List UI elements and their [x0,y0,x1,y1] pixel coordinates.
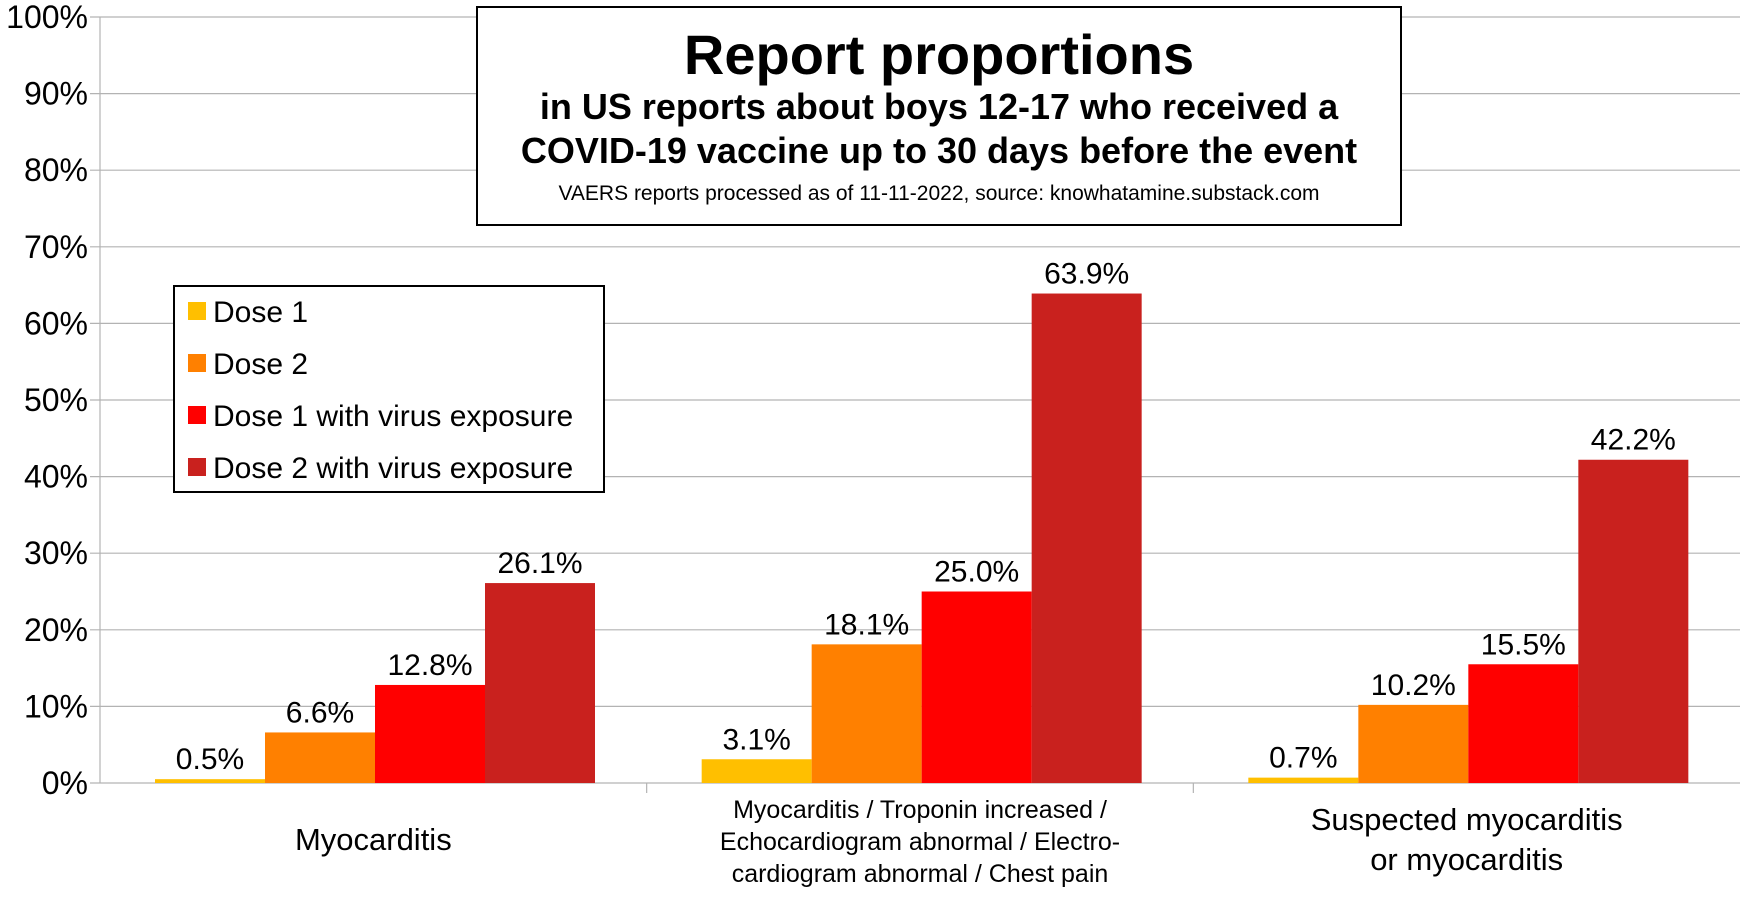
category-label: or myocarditis [1370,842,1563,877]
y-tick-label: 100% [6,0,88,35]
category-label: Myocarditis / Troponin increased / [733,796,1107,824]
y-tick-label: 80% [24,152,88,188]
y-tick-label: 0% [42,765,88,801]
y-tick-label: 90% [24,76,88,112]
y-axis: 0% 10% 20% 30% 40% 50% 60% 70% 80% 90% 100% [6,0,1194,801]
data-label: 12.8% [387,649,472,682]
data-label: 3.1% [722,723,790,756]
data-label: 0.7% [1269,742,1337,775]
category-label: cardiogram abnormal / Chest pain [732,860,1109,888]
chart-title: Report proportions [684,23,1194,86]
bar [1031,293,1142,783]
bar [1358,704,1469,783]
data-label: 18.1% [824,608,909,641]
category-labels: Myocarditis Myocarditis / Troponin increa… [295,796,1623,888]
y-tick-label: 30% [24,535,88,571]
data-label: 6.6% [286,696,354,729]
legend-swatch-dose-2 [188,354,206,372]
legend-label-dose-1: Dose 1 [213,296,308,329]
data-label: 25.0% [934,556,1019,589]
y-tick-label: 10% [24,688,88,724]
legend-frame [173,285,605,493]
legend: Dose 1 Dose 2 Dose 1 with virus exposure… [173,285,605,493]
data-label: 10.2% [1371,669,1456,702]
bar [701,759,812,783]
y-tick-label: 50% [24,382,88,418]
chart-source-note: VAERS reports processed as of 11-11-2022… [558,182,1319,205]
y-tick-label: 70% [24,229,88,265]
legend-label-dose-2-virus: Dose 2 with virus exposure [213,452,573,485]
legend-swatch-dose-2-virus [188,458,206,476]
data-label: 63.9% [1044,258,1129,291]
legend-swatch-dose-1-virus [188,406,206,424]
y-tick-label: 60% [24,305,88,341]
category-label: Myocarditis [295,822,452,857]
bar [375,684,485,783]
bar [811,644,922,783]
data-label: 0.5% [176,743,244,776]
legend-label-dose-2: Dose 2 [213,348,308,381]
legend-swatch-dose-1 [188,302,206,320]
title-frame [476,6,1402,226]
chart-subtitle-line-2: COVID-19 vaccine up to 30 days before th… [521,130,1357,171]
title-box: Report proportions in US reports about b… [476,6,1402,226]
bar [1248,777,1359,783]
chart-subtitle-line-1: in US reports about boys 12-17 who recei… [540,86,1339,127]
data-label: 26.1% [497,547,582,580]
data-labels: 0.5% 3.1% 0.7% 6.6% 18.1% 10.2% 12.8% 25.0% 15.5… [176,258,1676,777]
bars [155,293,1689,783]
bar [155,779,265,783]
y-tick-label: 20% [24,612,88,648]
data-label: 15.5% [1481,628,1566,661]
y-tick-label: 40% [24,459,88,495]
bar [1578,459,1689,783]
bar [1468,664,1579,783]
bar [921,591,1032,783]
category-label: Echocardiogram abnormal / Electro- [720,828,1120,856]
data-label: 42.2% [1591,424,1676,457]
category-label: Suspected myocarditis [1311,802,1623,837]
bar [485,583,595,783]
legend-label-dose-1-virus: Dose 1 with virus exposure [213,400,573,433]
bar [265,732,375,783]
